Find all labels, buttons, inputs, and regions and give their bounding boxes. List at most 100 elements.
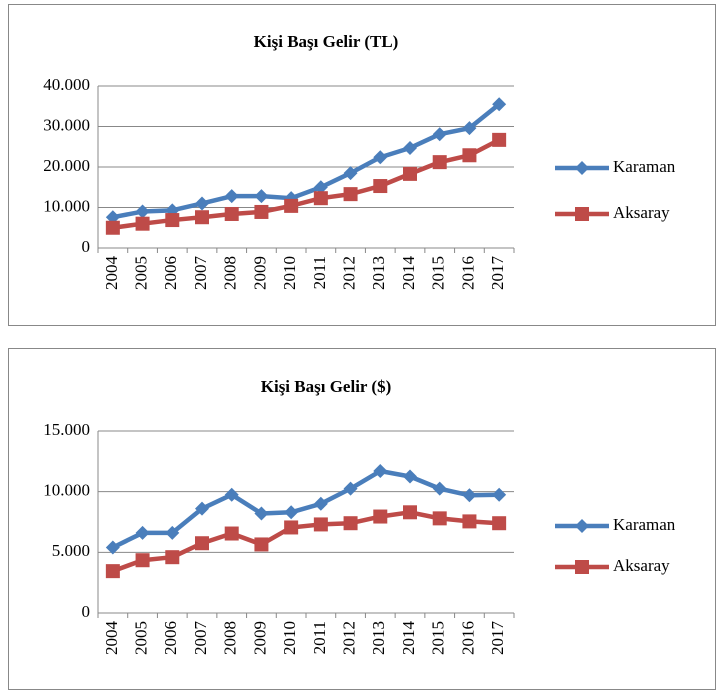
data-point: [343, 187, 358, 202]
data-point: [343, 481, 358, 496]
y-tick-label: 15.000: [43, 420, 90, 439]
y-tick-label: 10.000: [43, 196, 90, 215]
data-point: [105, 210, 120, 225]
x-tick-label: 2007: [191, 621, 210, 656]
data-point: [462, 488, 477, 503]
data-point: [135, 204, 150, 219]
data-point: [403, 166, 417, 181]
legend-marker: [575, 161, 589, 175]
data-point: [284, 505, 299, 520]
data-point: [105, 564, 120, 579]
x-tick-label: 2010: [280, 621, 299, 655]
x-tick-label: 2005: [131, 621, 150, 655]
data-point: [492, 516, 507, 531]
x-tick-label: 2014: [399, 621, 418, 656]
x-tick-label: 2007: [191, 256, 210, 291]
y-tick-label: 10.000: [43, 481, 90, 500]
y-tick-label: 0: [82, 602, 91, 621]
x-tick-label: 2011: [310, 621, 329, 654]
data-point: [224, 189, 239, 204]
x-tick-label: 2016: [458, 256, 477, 290]
data-point: [462, 514, 477, 529]
data-point: [432, 511, 447, 526]
x-tick-label: 2011: [310, 256, 329, 289]
x-tick-label: 2012: [339, 621, 358, 655]
x-tick-label: 2015: [429, 256, 448, 290]
y-tick-label: 20.000: [43, 156, 90, 175]
data-point: [492, 132, 507, 147]
x-tick-label: 2006: [161, 256, 180, 290]
x-tick-label: 2012: [339, 256, 358, 290]
legend-marker: [575, 560, 589, 574]
data-point: [165, 550, 180, 565]
data-point: [165, 525, 180, 540]
data-point: [313, 191, 328, 206]
legend-label: Aksaray: [613, 203, 670, 222]
data-point: [343, 516, 358, 531]
x-tick-label: 2004: [102, 621, 121, 656]
data-point: [492, 487, 507, 502]
data-point: [462, 148, 477, 163]
data-point: [195, 501, 209, 516]
x-tick-label: 2009: [250, 621, 269, 655]
legend-marker: [575, 519, 589, 533]
x-tick-label: 2014: [399, 256, 418, 291]
data-point: [195, 536, 209, 551]
data-point: [432, 155, 447, 170]
data-point: [254, 204, 269, 219]
y-tick-label: 5.000: [52, 541, 90, 560]
data-point: [373, 464, 388, 479]
data-point: [373, 509, 388, 524]
data-point: [165, 213, 180, 228]
data-point: [254, 506, 269, 521]
data-point: [492, 97, 507, 112]
data-point: [135, 525, 150, 540]
x-tick-label: 2008: [221, 256, 240, 290]
data-point: [403, 505, 417, 520]
data-point: [432, 127, 447, 142]
data-point: [313, 496, 328, 511]
data-point: [284, 520, 299, 535]
x-tick-label: 2013: [369, 256, 388, 290]
legend-label: Karaman: [613, 515, 676, 534]
x-tick-label: 2010: [280, 256, 299, 290]
data-point: [254, 189, 269, 204]
data-point: [313, 517, 328, 532]
data-point: [373, 179, 388, 194]
data-point: [373, 150, 388, 165]
chart-title: Kişi Başı Gelir ($): [261, 377, 392, 396]
data-point: [105, 220, 120, 235]
data-point: [105, 540, 120, 555]
data-point: [195, 196, 209, 211]
data-point: [135, 553, 150, 568]
x-tick-label: 2009: [250, 256, 269, 290]
y-tick-label: 0: [82, 237, 91, 256]
x-tick-label: 2008: [221, 621, 240, 655]
data-point: [343, 166, 358, 181]
x-tick-label: 2016: [458, 621, 477, 655]
x-tick-label: 2006: [161, 621, 180, 655]
data-point: [224, 526, 239, 541]
x-tick-label: 2015: [429, 621, 448, 655]
data-point: [432, 481, 447, 496]
x-tick-label: 2013: [369, 621, 388, 655]
data-point: [313, 180, 328, 195]
x-tick-label: 2017: [488, 255, 507, 290]
data-point: [284, 198, 299, 213]
legend-label: Karaman: [613, 157, 676, 176]
x-tick-label: 2004: [102, 256, 121, 291]
data-point: [195, 210, 209, 225]
data-point: [224, 206, 239, 221]
data-point: [224, 487, 239, 502]
y-tick-label: 40.000: [43, 75, 90, 94]
data-point: [403, 469, 417, 484]
chart-title: Kişi Başı Gelir (TL): [254, 32, 399, 51]
legend-marker: [575, 207, 589, 221]
x-tick-label: 2005: [131, 256, 150, 290]
x-tick-label: 2017: [488, 621, 507, 656]
data-point: [254, 537, 269, 552]
y-tick-label: 30.000: [43, 115, 90, 134]
data-point: [462, 121, 477, 136]
data-point: [403, 140, 417, 155]
